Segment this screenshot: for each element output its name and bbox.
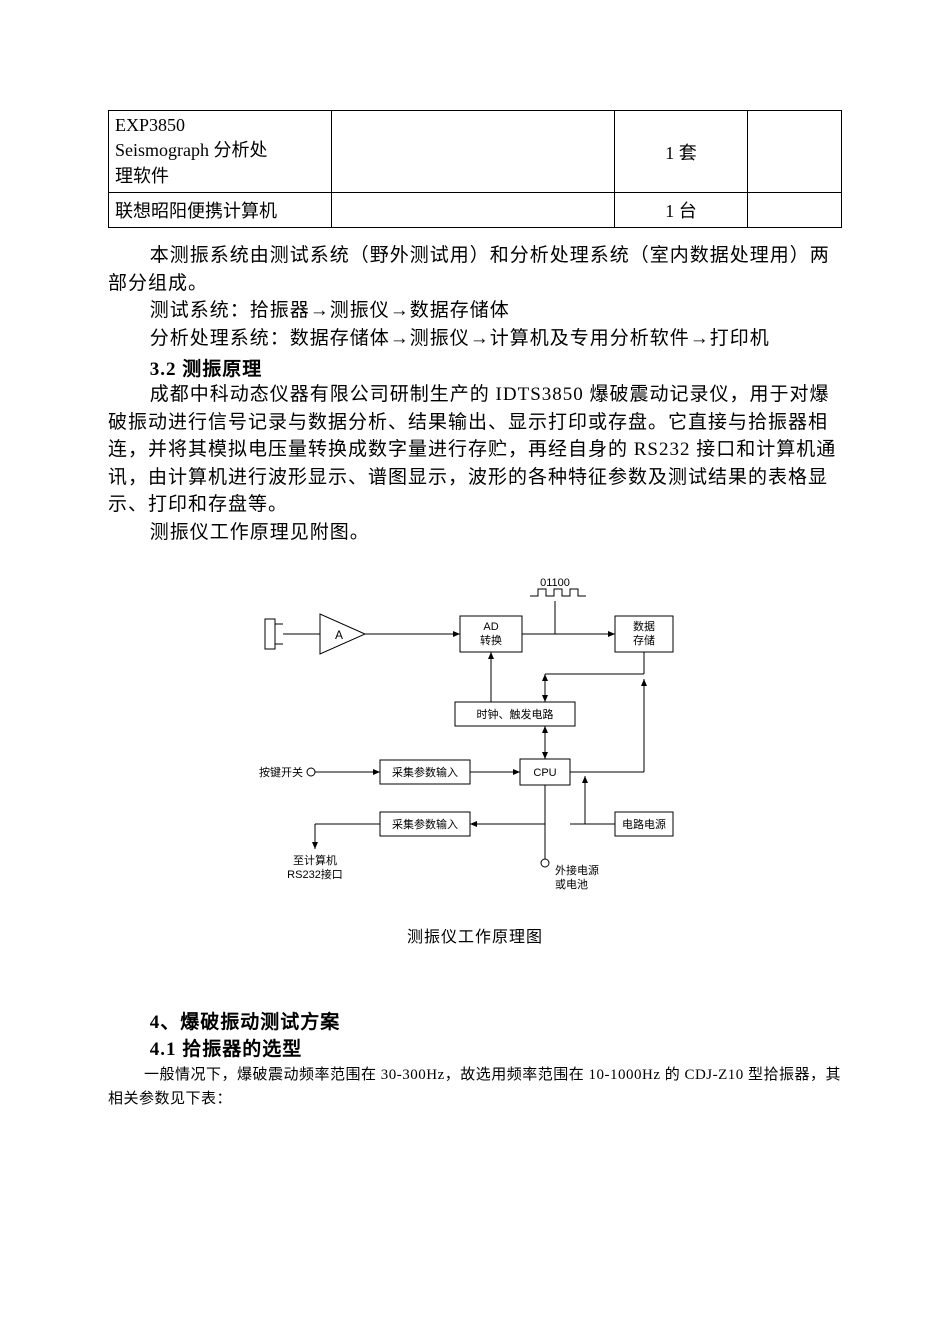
para-4: 成都中科动态仪器有限公司研制生产的 IDTS3850 爆破震动记录仪，用于对爆破… — [108, 381, 842, 519]
principle-diagram: 01100 A AD 转换 数据 存储 — [245, 574, 705, 904]
section-4: 4、爆破振动测试方案 4.1 拾振器的选型 一般情况下，爆破震动频率范围在 30… — [108, 1007, 842, 1111]
paragraph-block: 本测振系统由测试系统（野外测试用）和分析处理系统（室内数据处理用）两部分组成。 … — [108, 242, 842, 352]
equipment-table: EXP3850 Seismograph 分析处 理软件 1 套 联想昭阳便携计算… — [108, 110, 842, 228]
pulse-icon — [530, 589, 586, 596]
topc-label-1: 至计算机 — [293, 853, 337, 867]
table-row: EXP3850 Seismograph 分析处 理软件 1 套 — [109, 111, 842, 193]
cell-c3: 1 套 — [615, 111, 748, 193]
para-1: 本测振系统由测试系统（野外测试用）和分析处理系统（室内数据处理用）两部分组成。 — [108, 242, 842, 297]
table-row: 联想昭阳便携计算机 1 台 — [109, 193, 842, 228]
switch-icon — [307, 768, 315, 776]
cell-line: 理软件 — [115, 162, 325, 188]
ad-label-2: 转换 — [480, 633, 502, 647]
diagram-container: 01100 A AD 转换 数据 存储 — [108, 574, 842, 947]
cell-c4 — [748, 111, 842, 193]
heading-3-2: 3.2 测振原理 — [108, 354, 842, 381]
clock-label: 时钟、触发电路 — [477, 707, 554, 721]
heading-4-1: 4.1 拾振器的选型 — [108, 1034, 842, 1061]
power-label: 电路电源 — [622, 817, 666, 831]
ad-label-1: AD — [483, 621, 498, 633]
storage-label-2: 存储 — [633, 633, 655, 647]
extpower-label-2: 或电池 — [555, 878, 588, 891]
extpower-label-1: 外接电源 — [555, 863, 599, 877]
binary-label: 01100 — [540, 577, 570, 589]
para-2: 测试系统：拾振器→测振仪→数据存储体 — [108, 297, 842, 325]
heading-4: 4、爆破振动测试方案 — [108, 1007, 842, 1034]
topc-label-2: RS232接口 — [287, 868, 343, 881]
cpu-label: CPU — [533, 767, 556, 779]
para-5: 测振仪工作原理见附图。 — [108, 519, 842, 547]
cell-c2 — [332, 193, 615, 228]
param-label-2: 采集参数输入 — [392, 817, 458, 831]
cell-c1: 联想昭阳便携计算机 — [109, 193, 332, 228]
section-4-para: 一般情况下，爆破震动频率范围在 30-300Hz，故选用频率范围在 10-100… — [108, 1063, 842, 1111]
switch-label: 按键开关 — [259, 765, 303, 779]
ext-power-icon — [541, 859, 549, 867]
cell-line: Seismograph 分析处 — [115, 136, 325, 162]
cell-c1: EXP3850 Seismograph 分析处 理软件 — [109, 111, 332, 193]
cell-c4 — [748, 193, 842, 228]
storage-label-1: 数据 — [633, 619, 655, 633]
para-3: 分析处理系统：数据存储体→测振仪→计算机及专用分析软件→打印机 — [108, 325, 842, 353]
sensor-icon — [265, 619, 283, 649]
cell-line: EXP3850 — [115, 115, 325, 136]
diagram-caption: 测振仪工作原理图 — [108, 923, 842, 947]
amp-label: A — [335, 628, 343, 642]
param-label-1: 采集参数输入 — [392, 765, 458, 779]
paragraph-block-2: 成都中科动态仪器有限公司研制生产的 IDTS3850 爆破震动记录仪，用于对爆破… — [108, 381, 842, 546]
cell-c3: 1 台 — [615, 193, 748, 228]
cell-c2 — [332, 111, 615, 193]
